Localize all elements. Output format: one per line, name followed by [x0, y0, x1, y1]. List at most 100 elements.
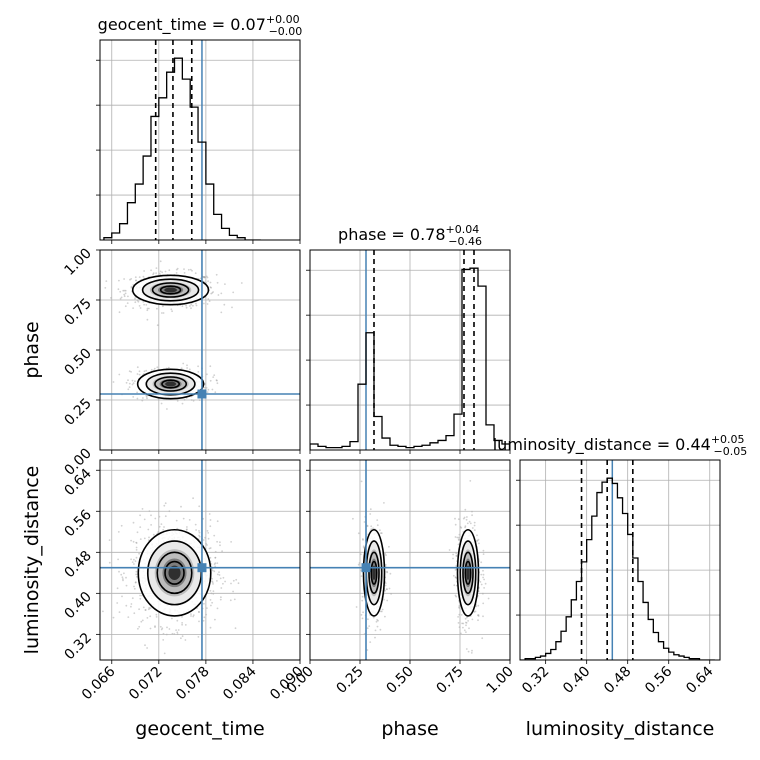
scatter-point	[183, 268, 185, 270]
scatter-point	[484, 582, 487, 585]
scatter-point	[139, 594, 142, 597]
scatter-point	[136, 397, 139, 400]
scatter-point	[454, 536, 457, 538]
hist-frame-geocent_time	[99, 39, 301, 241]
scatter-point	[482, 569, 484, 572]
scatter-point	[198, 611, 200, 613]
title-sub: −0.00	[269, 25, 303, 38]
scatter-point	[215, 273, 218, 276]
scatter-point	[206, 391, 209, 393]
scatter-point	[135, 279, 137, 282]
scatter-point	[162, 305, 164, 308]
scatter-point	[480, 561, 483, 564]
scatter-point	[134, 581, 137, 584]
scatter-point	[209, 589, 212, 592]
scatter-point	[118, 311, 121, 314]
scatter-point	[216, 580, 218, 582]
scatter-point	[210, 292, 213, 295]
contour-line	[462, 551, 474, 595]
scatter-point	[220, 311, 223, 314]
scatter-point	[481, 637, 484, 640]
scatter-point	[163, 526, 165, 528]
density-level	[164, 287, 177, 293]
density-level	[466, 565, 470, 580]
scatter-point	[132, 307, 135, 309]
x-tick-label-luminosity_distance: 0.64	[683, 663, 716, 696]
y-tick-label-phase: 1.00	[61, 246, 94, 279]
scatter-point	[357, 563, 360, 566]
scatter-point	[473, 524, 476, 527]
scatter-point	[202, 619, 205, 622]
title-luminosity_distance: luminosity_distance = 0.44+0.05 −0.05	[493, 433, 748, 458]
scatter-point	[482, 549, 485, 552]
scatter-point	[190, 613, 192, 615]
title-sub: −0.46	[448, 235, 482, 248]
scatter-point	[219, 544, 221, 547]
contour-line	[141, 278, 200, 302]
scatter-point	[110, 297, 112, 299]
scatter-point	[366, 525, 369, 528]
scatter-point	[352, 517, 354, 520]
scatter-point	[126, 302, 129, 304]
scatter-point	[375, 620, 378, 623]
scatter-point	[477, 604, 480, 607]
y-tick-label-luminosity_distance: 0.40	[61, 589, 94, 622]
scatter-point	[148, 608, 150, 611]
scatter-point	[128, 370, 131, 373]
scatter-point	[147, 528, 150, 531]
hist-frame-luminosity_distance	[519, 459, 721, 661]
scatter-point	[175, 629, 178, 631]
scatter-point	[218, 571, 220, 573]
truth-marker	[197, 389, 207, 399]
scatter-point	[186, 367, 189, 369]
scatter-point	[135, 546, 138, 549]
scatter-point	[194, 523, 197, 526]
scatter-point	[143, 270, 146, 272]
scatter-point	[216, 281, 219, 284]
scatter-point	[152, 533, 155, 536]
scatter-point	[155, 616, 158, 618]
scatter-point	[223, 303, 226, 306]
scatter-point	[132, 382, 135, 384]
scatter-point	[482, 602, 485, 605]
title-geocent_time: geocent_time = 0.07+0.00 −0.00	[98, 13, 303, 38]
scatter-point	[154, 625, 156, 627]
scatter-point	[124, 305, 127, 308]
scatter-point	[374, 629, 377, 632]
scatter-point	[137, 300, 140, 303]
scatter-point	[134, 276, 137, 279]
scatter-point	[194, 272, 197, 275]
scatter-point	[135, 556, 138, 559]
scatter-point	[388, 545, 390, 548]
scatter-point	[146, 397, 148, 400]
scatter-point	[189, 268, 192, 271]
scatter-point	[192, 304, 194, 307]
scatter-point	[207, 537, 210, 540]
scatter-point	[175, 519, 178, 522]
contour-line	[137, 528, 212, 617]
scatter-point	[121, 576, 124, 579]
scatter-point	[118, 611, 121, 613]
scatter-point	[363, 521, 366, 523]
scatter-point	[369, 508, 372, 511]
scatter-point	[164, 502, 167, 505]
scatter-point	[458, 606, 460, 608]
joint-frame-luminosity_distance_vs_geocent_time	[99, 459, 301, 661]
y-axis-label-luminosity_distance: luminosity_distance	[21, 466, 43, 655]
scatter-point	[138, 276, 141, 278]
scatter-point	[478, 542, 480, 545]
scatter-point	[152, 272, 155, 274]
scatter-point	[91, 279, 93, 281]
scatter-point	[454, 594, 457, 597]
scatter-point	[473, 521, 476, 524]
scatter-point	[164, 270, 167, 273]
scatter-point	[125, 584, 128, 587]
scatter-point	[376, 519, 379, 521]
density-level	[372, 565, 376, 580]
scatter-point	[232, 590, 235, 593]
scatter-point	[190, 303, 193, 306]
scatter-point	[198, 535, 201, 538]
scatter-point	[212, 583, 214, 585]
scatter-point	[195, 529, 198, 531]
scatter-point	[139, 307, 142, 309]
